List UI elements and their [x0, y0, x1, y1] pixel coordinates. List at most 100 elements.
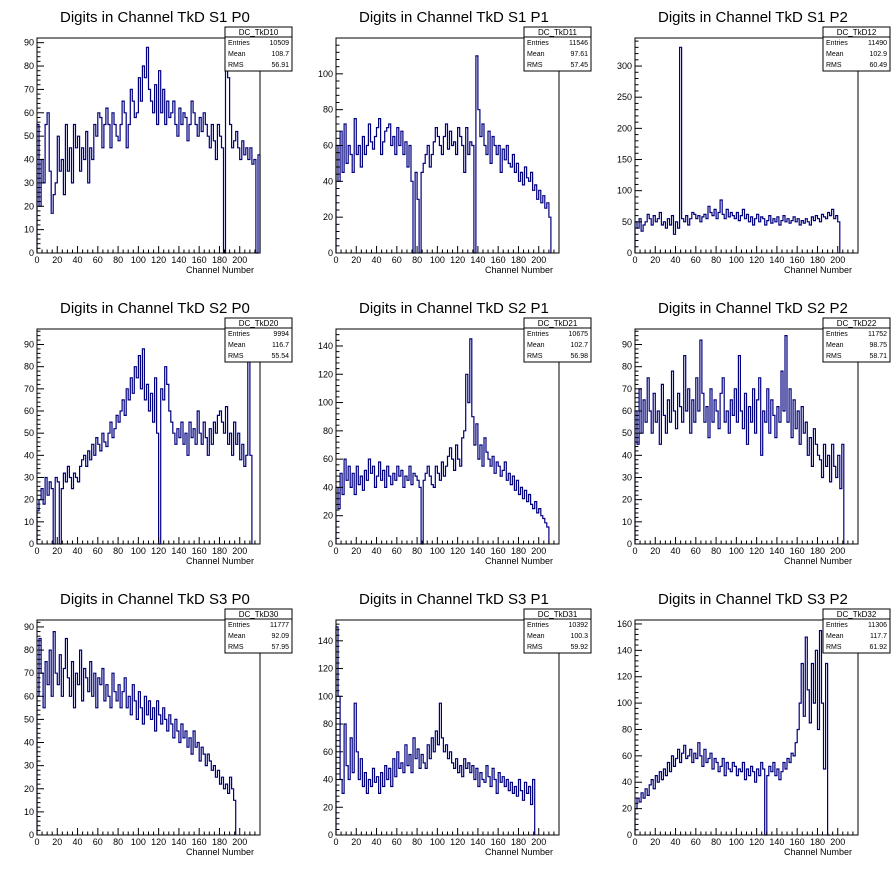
- x-tick-label: 180: [511, 255, 526, 265]
- chart-title: Digits in Channel TkD S1 P1: [359, 9, 549, 26]
- x-tick-label: 100: [729, 546, 744, 556]
- stats-value: 92.09: [271, 633, 289, 640]
- y-tick-label: 60: [24, 406, 34, 416]
- stats-box: [224, 26, 293, 72]
- y-tick-label: 140: [617, 645, 632, 655]
- stats-label: Mean: [826, 51, 844, 58]
- stats-value: 55.54: [271, 353, 289, 360]
- stats-box: [224, 608, 293, 654]
- histogram-panel-dc-tkd21: Digits in Channel TkD S2 P1 0 20 40 60 80 100 1…: [299, 291, 597, 582]
- x-tick-label: 40: [671, 255, 681, 265]
- x-tick-label: 160: [192, 546, 207, 556]
- stats-label: Mean: [826, 633, 844, 640]
- x-tick-label: 20: [52, 837, 62, 847]
- stats-value: 10675: [569, 331, 589, 338]
- x-tick-label: 200: [830, 546, 845, 556]
- y-tick-label: 80: [24, 362, 34, 372]
- histogram-svg: Digits in Channel TkD S1 P1 0 20 40 60 80 100 1…: [318, 9, 592, 275]
- x-tick-label: 200: [830, 255, 845, 265]
- x-tick-label: 180: [810, 546, 825, 556]
- y-tick-label: 90: [24, 340, 34, 350]
- x-tick-label: 200: [232, 255, 247, 265]
- x-tick-label: 0: [34, 546, 39, 556]
- y-tick-label: 20: [24, 201, 34, 211]
- x-tick-label: 60: [691, 255, 701, 265]
- x-axis-label: Channel Number: [485, 265, 553, 275]
- x-tick-label: 80: [711, 837, 721, 847]
- y-tick-label: 40: [24, 450, 34, 460]
- stats-value: 59.92: [570, 644, 588, 651]
- stats-value: 98.75: [869, 342, 887, 349]
- stats-value: 102.9: [869, 51, 887, 58]
- x-tick-label: 200: [531, 837, 546, 847]
- x-tick-label: 200: [531, 255, 546, 265]
- x-tick-label: 40: [671, 546, 681, 556]
- x-tick-label: 180: [212, 546, 227, 556]
- x-axis-label: Channel Number: [186, 265, 254, 275]
- histogram-panel-dc-tkd20: Digits in Channel TkD S2 P0 0 20 40 60 80 100 1…: [0, 291, 298, 582]
- stats-label: Entries: [228, 40, 250, 47]
- y-tick-label: 30: [24, 178, 34, 188]
- x-tick-label: 120: [151, 546, 166, 556]
- stats-label: Entries: [228, 331, 250, 338]
- x-axis-label: Channel Number: [485, 847, 553, 857]
- x-axis-label: Channel Number: [784, 556, 852, 566]
- stats-label: RMS: [527, 644, 543, 651]
- stats-title: DC_TkD21: [538, 319, 578, 328]
- stats-value: 56.98: [570, 353, 588, 360]
- x-tick-label: 20: [52, 255, 62, 265]
- y-tick-label: 0: [29, 830, 34, 840]
- y-tick-label: 50: [24, 428, 34, 438]
- y-tick-label: 80: [323, 719, 333, 729]
- x-tick-label: 140: [769, 837, 784, 847]
- stats-value: 61.92: [869, 644, 887, 651]
- stats-label: Mean: [527, 51, 545, 58]
- stats-title: DC_TkD20: [239, 319, 279, 328]
- x-tick-label: 80: [113, 837, 123, 847]
- x-tick-label: 100: [131, 546, 146, 556]
- y-tick-label: 10: [24, 517, 34, 527]
- stats-value: 11490: [868, 40, 887, 47]
- y-tick-label: 80: [323, 105, 333, 115]
- stats-title: DC_TkD32: [837, 610, 877, 619]
- y-tick-label: 70: [622, 384, 632, 394]
- y-tick-label: 120: [318, 369, 333, 379]
- x-axis-label: Channel Number: [186, 847, 254, 857]
- y-tick-label: 0: [328, 539, 333, 549]
- x-tick-label: 60: [691, 546, 701, 556]
- x-tick-label: 140: [470, 546, 485, 556]
- x-tick-label: 140: [171, 255, 186, 265]
- stats-value: 117.7: [870, 633, 887, 640]
- histogram-series-line: [634, 335, 845, 544]
- y-tick-label: 40: [24, 738, 34, 748]
- x-tick-label: 100: [430, 837, 445, 847]
- stats-value: 57.45: [570, 62, 588, 69]
- stats-value: 11752: [868, 331, 887, 338]
- x-tick-label: 180: [212, 255, 227, 265]
- y-tick-label: 80: [622, 362, 632, 372]
- y-tick-label: 300: [617, 61, 632, 71]
- histogram-series-line: [335, 338, 550, 545]
- histogram-panel-dc-tkd12: Digits in Channel TkD S1 P2 0 20 40 60 80 100 1…: [598, 0, 896, 291]
- stats-value: 58.71: [869, 353, 887, 360]
- y-tick-label: 140: [318, 341, 333, 351]
- stats-title: DC_TkD11: [538, 28, 578, 37]
- stats-value: 56.91: [271, 62, 289, 69]
- y-tick-label: 40: [323, 775, 333, 785]
- y-tick-label: 0: [29, 248, 34, 258]
- x-tick-label: 100: [131, 837, 146, 847]
- x-tick-label: 180: [511, 546, 526, 556]
- y-tick-label: 40: [622, 450, 632, 460]
- stats-label: RMS: [228, 353, 244, 360]
- x-tick-label: 160: [790, 546, 805, 556]
- y-tick-label: 0: [627, 248, 632, 258]
- x-tick-label: 160: [491, 546, 506, 556]
- histogram-panel-dc-tkd10: Digits in Channel TkD S1 P0 0 20 40 60 80 100 1…: [0, 0, 298, 291]
- stats-value: 60.49: [869, 62, 887, 69]
- x-tick-label: 160: [192, 255, 207, 265]
- stats-value: 102.7: [570, 342, 588, 349]
- stats-label: RMS: [826, 353, 842, 360]
- x-tick-label: 80: [113, 255, 123, 265]
- y-tick-label: 40: [323, 482, 333, 492]
- histogram-series-line: [36, 348, 253, 545]
